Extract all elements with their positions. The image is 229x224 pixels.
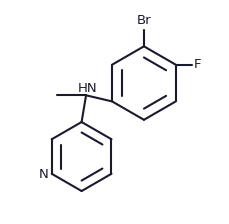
Text: F: F [193, 58, 200, 71]
Text: HN: HN [78, 82, 97, 95]
Text: Br: Br [136, 14, 151, 27]
Text: N: N [38, 168, 48, 181]
